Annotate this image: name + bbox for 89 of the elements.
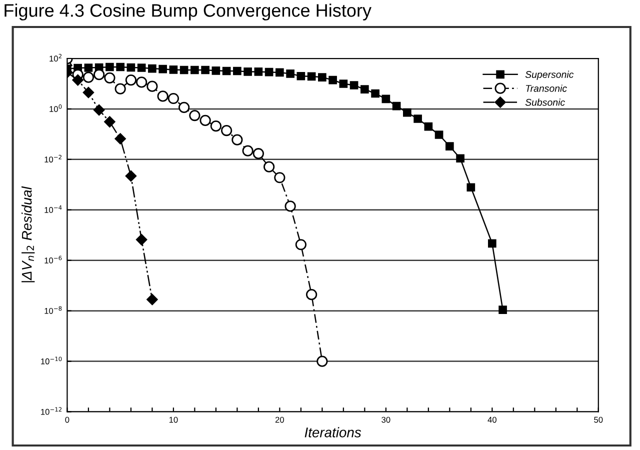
point [434,130,444,139]
point [94,69,105,80]
point [180,66,188,74]
y-axis-title: |ΔV$_{n}$|$_{2}$ Residual [22,186,35,282]
y-tick-label: 10$^{−12}$ [41,407,62,415]
point [424,122,433,131]
point [178,102,190,113]
point [445,142,454,151]
point [210,120,222,132]
point [328,76,337,84]
point [264,161,275,172]
point [254,68,263,76]
point [82,86,94,98]
point [104,72,116,84]
point [276,68,284,77]
point [72,74,84,86]
point [212,66,220,75]
point [126,63,136,72]
point [137,64,146,72]
point [296,72,306,80]
chart-title: Figure 4.3 Cosine Bump Convergence History [4,4,372,20]
point [93,104,105,116]
point [200,114,211,126]
y-tick-label: 10$^{−6}$ [44,256,62,264]
y-tick-label: 10$^{−10}$ [41,356,62,364]
x-tick-label: 50 [594,416,603,423]
point [232,134,243,146]
point [284,200,296,212]
point [221,124,232,136]
point [252,148,264,160]
point [146,80,158,92]
y-tick-label: 10$^{−4}$ [44,205,62,213]
point [307,72,316,81]
point [114,133,126,144]
point [456,154,464,163]
point [82,72,94,83]
point [136,76,148,88]
legend-label: Supersonic [525,70,574,80]
point [116,62,124,72]
x-tick-label: 20 [275,416,284,423]
point [318,73,326,82]
point [168,92,179,104]
point [233,66,242,76]
point [125,170,137,182]
x-tick-label: 10 [169,416,178,423]
point [104,116,116,128]
y-tick-label: 10$^{2}$ [50,54,62,62]
point [125,74,136,86]
point [158,64,167,74]
y-tick-label: 10$^{−8}$ [44,306,62,314]
point [316,356,328,367]
point [382,94,390,104]
point [274,172,286,184]
y-tick-label: 10$^{0}$ [50,104,62,112]
point [190,66,199,74]
point [244,68,252,76]
point [106,62,114,72]
point [350,81,358,90]
point [306,289,318,300]
point [392,102,401,110]
point [146,294,158,306]
point [84,64,93,72]
point [403,108,412,117]
point [114,83,126,94]
y-tick-label: 10$^{−2}$ [44,154,62,162]
point [360,85,369,94]
point [339,80,348,88]
point [136,234,148,246]
legend-label: Transonic [526,84,567,92]
point [242,145,254,156]
point [286,70,294,78]
point [414,114,422,123]
point [264,68,274,76]
point [488,239,496,248]
x-tick-label: 0 [65,416,70,423]
x-tick-label: 40 [488,416,496,423]
point [371,89,380,98]
x-tick-label: 30 [382,416,390,423]
point [189,110,200,122]
point [295,239,306,250]
point [148,64,156,73]
point [498,306,507,314]
point [201,66,210,74]
point [157,90,168,102]
point [466,183,476,192]
point [169,66,178,74]
x-axis-title: Iterations [304,427,362,438]
point [222,66,231,76]
legend-label: Subsonic [525,98,565,106]
